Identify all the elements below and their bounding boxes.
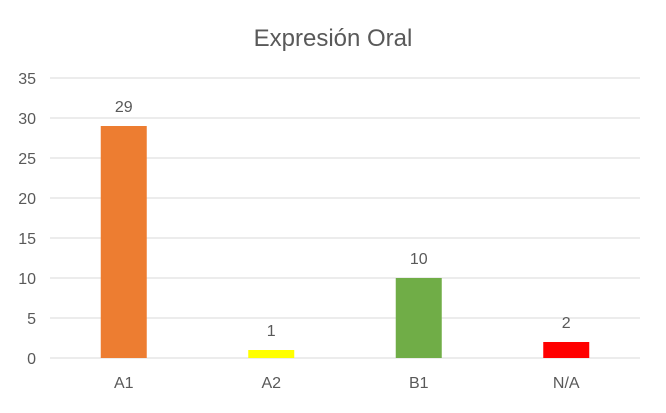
bar-na [543, 342, 590, 358]
data-label: 1 [267, 323, 276, 340]
x-axis-ticks: A1 A2 B1 N/A [114, 375, 580, 392]
gridlines [50, 77, 640, 359]
bar-b1 [395, 278, 442, 358]
bar-a2 [248, 350, 295, 358]
y-tick-label: 0 [27, 351, 36, 368]
y-tick-label: 5 [27, 311, 36, 328]
x-tick-label: B1 [409, 375, 429, 392]
bar-a1 [100, 126, 147, 358]
y-tick-label: 10 [18, 271, 36, 288]
y-tick-label: 20 [18, 191, 36, 208]
data-label: 10 [410, 251, 428, 268]
y-tick-label: 15 [18, 231, 36, 248]
data-label: 29 [115, 99, 133, 116]
y-tick-label: 30 [18, 111, 36, 128]
data-label: 2 [562, 315, 571, 332]
x-tick-label: N/A [553, 375, 580, 392]
y-axis-ticks: 0 5 10 15 20 25 30 35 [18, 71, 36, 368]
chart-title: Expresión Oral [254, 25, 413, 52]
x-tick-label: A1 [114, 375, 134, 392]
x-tick-label: A2 [261, 375, 281, 392]
data-labels: 29 1 10 2 [115, 99, 571, 340]
y-tick-label: 25 [18, 151, 36, 168]
bars [100, 126, 590, 358]
y-tick-label: 35 [18, 71, 36, 88]
